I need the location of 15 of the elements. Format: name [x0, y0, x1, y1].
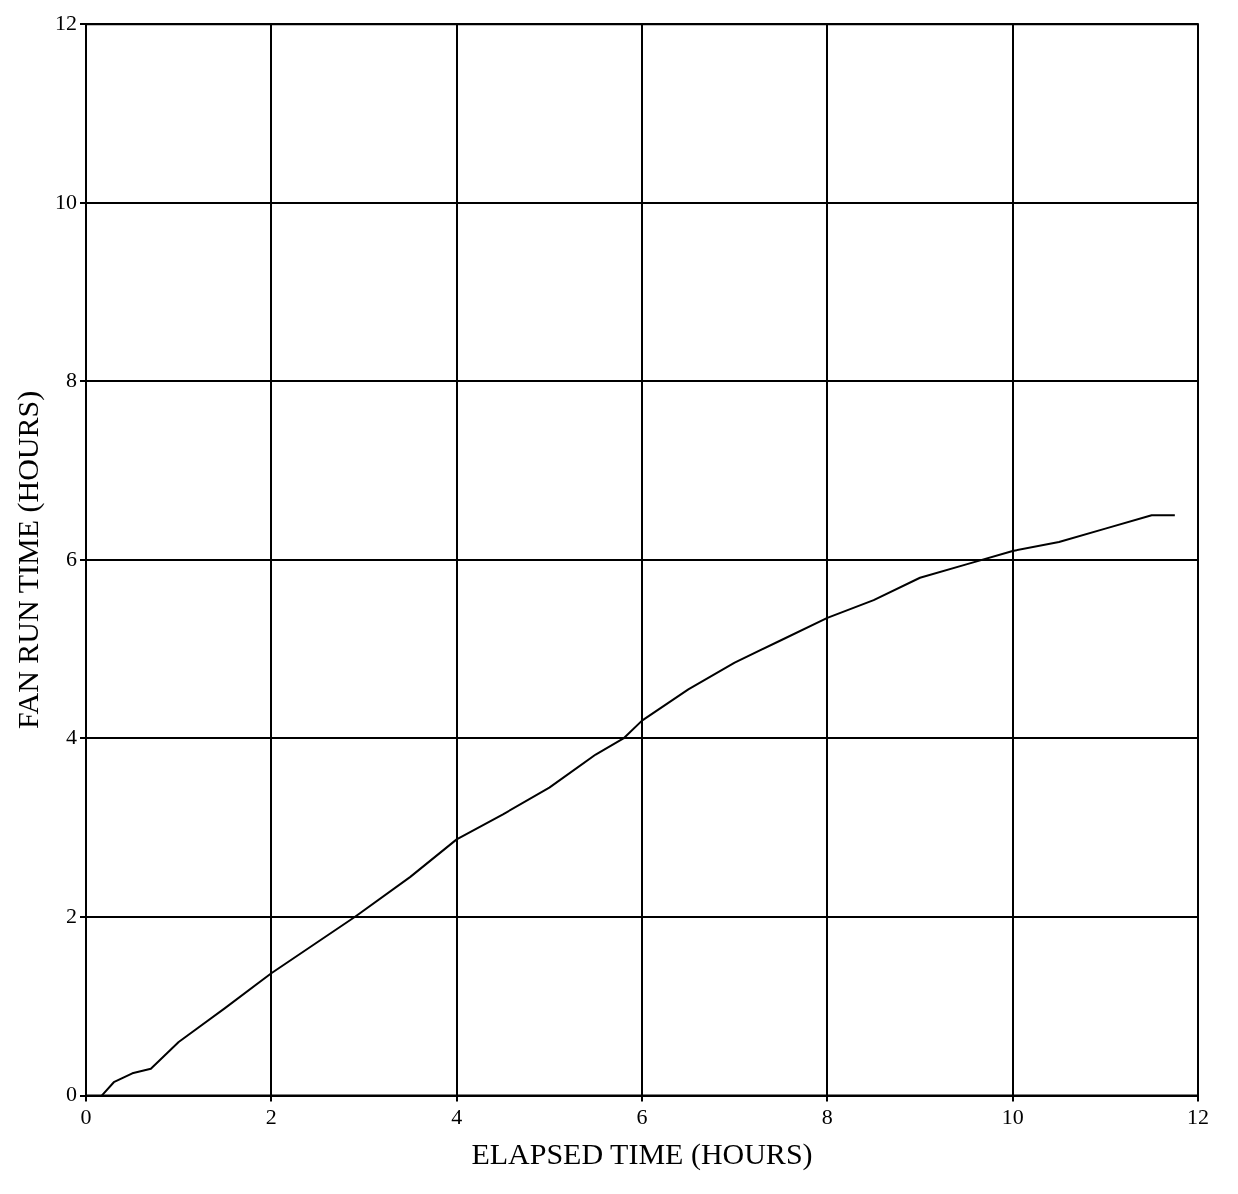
x-tick-label: 10 [1001, 1103, 1024, 1129]
y-tick-label: 6 [66, 545, 77, 571]
y-tick-label: 0 [66, 1081, 77, 1107]
y-tick-label: 8 [66, 367, 77, 393]
y-tick-label: 2 [66, 902, 77, 928]
y-axis-title: FAN RUN TIME (HOURS) [10, 390, 45, 729]
y-tick-label: 10 [55, 188, 77, 214]
x-tick-label: 8 [821, 1103, 833, 1129]
y-tick-label: 12 [55, 9, 77, 35]
x-tick-label: 4 [451, 1103, 463, 1129]
y-tick-label: 4 [66, 724, 77, 750]
x-tick-label: 2 [265, 1103, 277, 1129]
x-tick-label: 12 [1187, 1103, 1209, 1129]
x-tick-label: 6 [636, 1103, 648, 1129]
x-axis-title: ELAPSED TIME (HOURS) [471, 1136, 813, 1171]
